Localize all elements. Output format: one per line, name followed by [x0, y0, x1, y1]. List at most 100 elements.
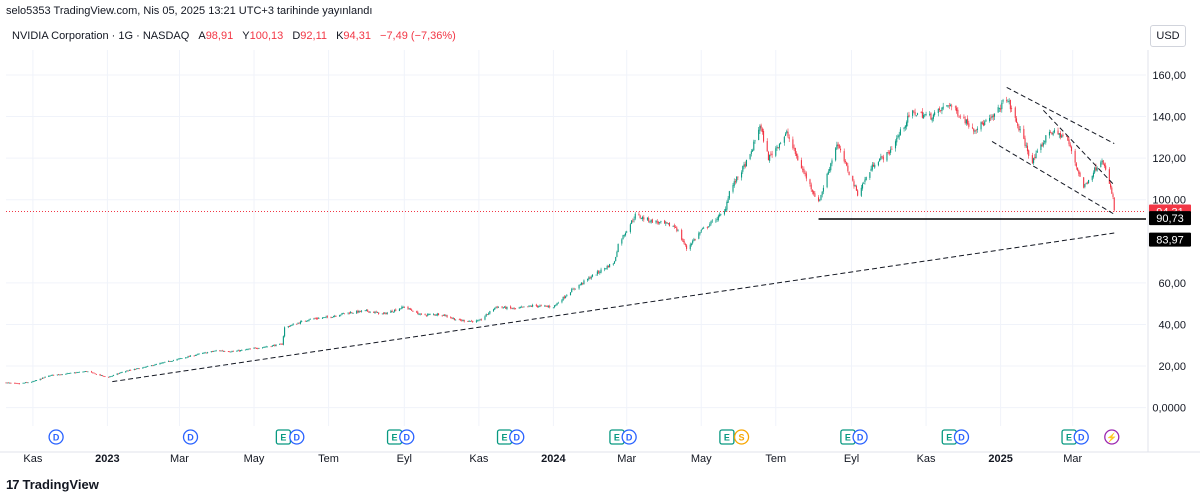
candle-body [207, 352, 209, 354]
candle-body [445, 315, 447, 317]
candle-body [26, 382, 28, 383]
candle-body [1025, 145, 1027, 147]
candle-body [749, 154, 751, 159]
candle-body [18, 383, 20, 385]
candle-body [108, 376, 110, 378]
candle-body [655, 220, 657, 223]
candle-body [1008, 100, 1010, 102]
candle-body [470, 320, 473, 322]
candle-body [683, 240, 685, 244]
candle-body [335, 315, 337, 317]
candle-body [956, 107, 958, 112]
currency-button[interactable]: USD [1150, 25, 1186, 47]
candle-body [9, 382, 11, 384]
dividend-marker-icon [509, 429, 525, 445]
publish-info: selo5353 TradingView.com, Nis 05, 2025 1… [6, 5, 373, 17]
candle-body [425, 315, 427, 317]
candle-body [565, 296, 567, 298]
candle-body [634, 213, 636, 219]
symbol-title[interactable]: NVIDIA Corporation · 1G · NASDAQ [12, 30, 190, 42]
candle-body [229, 351, 231, 353]
candle-body [386, 312, 388, 315]
candle-body [434, 314, 436, 316]
candle-body [715, 220, 717, 222]
candle-body [664, 220, 666, 224]
candle-body [587, 278, 589, 281]
candle-body [213, 351, 215, 352]
candle-body [1034, 157, 1036, 159]
candle-body [489, 311, 491, 314]
candle-body [754, 140, 756, 142]
candle-body [545, 305, 547, 307]
candle-body [258, 348, 260, 349]
candle-body [308, 319, 310, 321]
candle-body [152, 365, 154, 367]
candle-body [84, 371, 86, 372]
candle-body [142, 367, 144, 369]
candle-body [583, 280, 585, 284]
candle-body [169, 361, 171, 362]
candle-body [606, 266, 608, 269]
candle-body [1019, 129, 1021, 131]
candle-body [946, 105, 948, 107]
candle-body [633, 218, 635, 221]
candle-body [247, 349, 249, 350]
candle-body [958, 116, 960, 118]
candle-body [544, 305, 546, 307]
candle-body [1083, 177, 1085, 188]
candle-body [446, 315, 448, 317]
candle-body [214, 350, 216, 352]
candle-body [809, 179, 811, 184]
candle-body [180, 358, 182, 360]
earnings-marker-label: E [845, 433, 851, 443]
x-tick-label: Eyl [844, 453, 859, 465]
candle-body [646, 217, 649, 220]
candle-body [976, 128, 978, 130]
candle-body [1052, 132, 1054, 135]
earnings-marker-label: E [502, 433, 508, 443]
candle-body [48, 375, 50, 377]
candle-body [44, 376, 46, 378]
candle-body [77, 372, 79, 373]
candle-body [361, 310, 363, 312]
inner-channel-line [1043, 109, 1115, 186]
candle-body [292, 324, 294, 325]
candle-body [368, 311, 370, 313]
candle-body [930, 113, 932, 120]
candle-body [703, 227, 705, 229]
candle-body [717, 215, 719, 220]
candle-body [1062, 134, 1064, 137]
candle-body [1018, 126, 1020, 131]
candle-body [35, 380, 38, 382]
candle-body [433, 314, 435, 316]
candle-body [727, 198, 729, 203]
candle-body [392, 311, 394, 313]
candle-body [626, 231, 628, 233]
candle-body [503, 306, 506, 308]
candle-body [793, 147, 795, 149]
candle-body [7, 382, 9, 384]
candle-body [154, 364, 156, 366]
candle-body [1036, 150, 1038, 153]
candle-body [232, 351, 234, 352]
candle-body [1070, 146, 1073, 152]
candle-body [31, 381, 33, 383]
candle-body [342, 313, 344, 314]
candle-body [133, 368, 135, 371]
dividend-marker-label: D [857, 433, 864, 443]
candle-body [997, 107, 999, 113]
candle-body [125, 371, 127, 373]
candle-body [409, 308, 411, 310]
candle-body [837, 143, 839, 147]
candle-body [1088, 179, 1090, 184]
y-tick-label: 20,00 [1158, 361, 1186, 373]
candle-body [783, 136, 785, 143]
candle-body [760, 125, 762, 129]
candle-body [649, 221, 651, 223]
candle-body [275, 344, 277, 347]
candle-body [726, 202, 728, 210]
candle-body [119, 372, 121, 374]
candle-body [477, 320, 479, 322]
brand-name: TradingView [22, 477, 99, 492]
